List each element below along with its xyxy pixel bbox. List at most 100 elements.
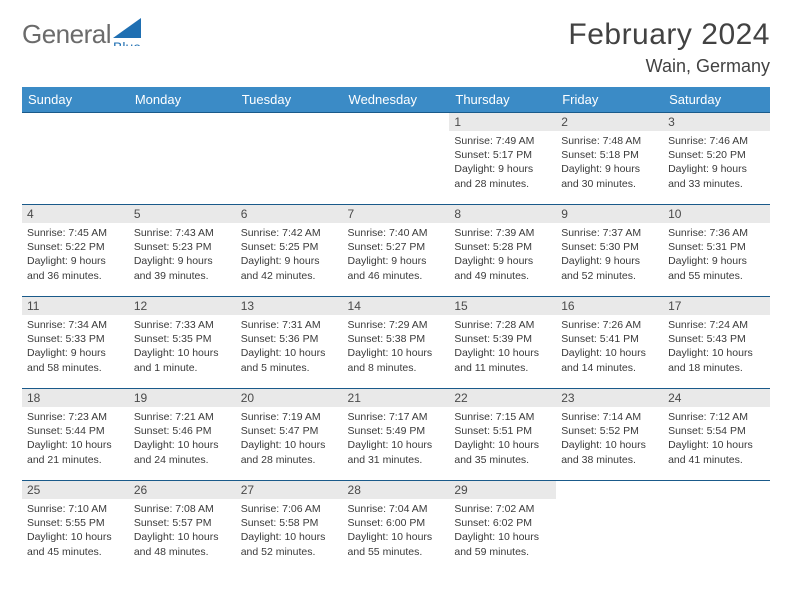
day-cell: 12Sunrise: 7:33 AMSunset: 5:35 PMDayligh…: [129, 297, 236, 389]
day-number: 1: [449, 113, 556, 131]
sunset-line: Sunset: 5:18 PM: [561, 148, 658, 162]
day-cell: 2 Sunrise: 7:48 AMSunset: 5:18 PMDaylight…: [556, 113, 663, 205]
day-number: 2: [556, 113, 663, 131]
day-cell: 16Sunrise: 7:26 AMSunset: 5:41 PMDayligh…: [556, 297, 663, 389]
day-cell: 1Sunrise: 7:49 AMSunset: 5:17 PMDaylight…: [449, 113, 556, 205]
dow-saturday: Saturday: [663, 87, 770, 113]
daylight-line: Daylight: 10 hours and 11 minutes.: [454, 346, 551, 374]
location-label: Wain, Germany: [568, 56, 770, 77]
day-details: Sunrise: 7:24 AMSunset: 5:43 PMDaylight:…: [663, 315, 770, 375]
sunrise-line: Sunrise: 7:23 AM: [27, 410, 124, 424]
day-number: 24: [663, 389, 770, 407]
daylight-line: Daylight: 10 hours and 41 minutes.: [668, 438, 765, 466]
day-cell: 9Sunrise: 7:37 AMSunset: 5:30 PMDaylight…: [556, 205, 663, 297]
day-cell: 25Sunrise: 7:10 AMSunset: 5:55 PMDayligh…: [22, 481, 129, 573]
day-number: 15: [449, 297, 556, 315]
sunrise-line: Sunrise: 7:49 AM: [454, 134, 551, 148]
sunrise-line: Sunrise: 7:48 AM: [561, 134, 658, 148]
sunrise-line: Sunrise: 7:24 AM: [668, 318, 765, 332]
sunrise-line: Sunrise: 7:17 AM: [348, 410, 445, 424]
sunrise-line: Sunrise: 7:10 AM: [27, 502, 124, 516]
day-cell: 6Sunrise: 7:42 AMSunset: 5:25 PMDaylight…: [236, 205, 343, 297]
sunrise-line: Sunrise: 7:43 AM: [134, 226, 231, 240]
day-cell: 15Sunrise: 7:28 AMSunset: 5:39 PMDayligh…: [449, 297, 556, 389]
daylight-line: Daylight: 9 hours and 55 minutes.: [668, 254, 765, 282]
day-number: 27: [236, 481, 343, 499]
sunset-line: Sunset: 5:46 PM: [134, 424, 231, 438]
day-details: Sunrise: 7:36 AMSunset: 5:31 PMDaylight:…: [663, 223, 770, 283]
day-cell: 7Sunrise: 7:40 AMSunset: 5:27 PMDaylight…: [343, 205, 450, 297]
day-details: Sunrise: 7:45 AMSunset: 5:22 PMDaylight:…: [22, 223, 129, 283]
sunset-line: Sunset: 6:02 PM: [454, 516, 551, 530]
day-details: Sunrise: 7:21 AMSunset: 5:46 PMDaylight:…: [129, 407, 236, 467]
day-details: Sunrise: 7:26 AMSunset: 5:41 PMDaylight:…: [556, 315, 663, 375]
sunrise-line: Sunrise: 7:37 AM: [561, 226, 658, 240]
sunrise-line: Sunrise: 7:46 AM: [668, 134, 765, 148]
sunset-line: Sunset: 5:23 PM: [134, 240, 231, 254]
day-number: 10: [663, 205, 770, 223]
day-details: Sunrise: 7:33 AMSunset: 5:35 PMDaylight:…: [129, 315, 236, 375]
dow-sunday: Sunday: [22, 87, 129, 113]
day-cell: 26Sunrise: 7:08 AMSunset: 5:57 PMDayligh…: [129, 481, 236, 573]
daylight-line: Daylight: 9 hours and 39 minutes.: [134, 254, 231, 282]
sunset-line: Sunset: 5:55 PM: [27, 516, 124, 530]
day-cell: 20Sunrise: 7:19 AMSunset: 5:47 PMDayligh…: [236, 389, 343, 481]
sunset-line: Sunset: 5:20 PM: [668, 148, 765, 162]
month-title: February 2024: [568, 18, 770, 52]
sunrise-line: Sunrise: 7:36 AM: [668, 226, 765, 240]
day-cell: 28Sunrise: 7:04 AMSunset: 6:00 PMDayligh…: [343, 481, 450, 573]
sunset-line: Sunset: 6:00 PM: [348, 516, 445, 530]
day-details: Sunrise: 7:15 AMSunset: 5:51 PMDaylight:…: [449, 407, 556, 467]
sunset-line: Sunset: 5:41 PM: [561, 332, 658, 346]
dow-thursday: Thursday: [449, 87, 556, 113]
sunset-line: Sunset: 5:54 PM: [668, 424, 765, 438]
day-cell: 21Sunrise: 7:17 AMSunset: 5:49 PMDayligh…: [343, 389, 450, 481]
daylight-line: Daylight: 10 hours and 48 minutes.: [134, 530, 231, 558]
dow-friday: Friday: [556, 87, 663, 113]
sunrise-line: Sunrise: 7:21 AM: [134, 410, 231, 424]
sunset-line: Sunset: 5:27 PM: [348, 240, 445, 254]
day-number: 26: [129, 481, 236, 499]
day-cell: [343, 113, 450, 205]
dow-header-row: Sunday Monday Tuesday Wednesday Thursday…: [22, 87, 770, 113]
daylight-line: Daylight: 9 hours and 33 minutes.: [668, 162, 765, 190]
sunrise-line: Sunrise: 7:29 AM: [348, 318, 445, 332]
day-number: 12: [129, 297, 236, 315]
sunrise-line: Sunrise: 7:31 AM: [241, 318, 338, 332]
daylight-line: Daylight: 10 hours and 14 minutes.: [561, 346, 658, 374]
dow-wednesday: Wednesday: [343, 87, 450, 113]
week-row: 25 Sunrise: 7:10 AMSunset: 5:55 PM Dayligh…: [22, 481, 770, 573]
sunrise-line: Sunrise: 7:19 AM: [241, 410, 338, 424]
day-number: 11: [22, 297, 129, 315]
daylight-line: Daylight: 10 hours and 52 minutes.: [241, 530, 338, 558]
day-number: 8: [449, 205, 556, 223]
dow-monday: Monday: [129, 87, 236, 113]
daylight-line: Daylight: 10 hours and 38 minutes.: [561, 438, 658, 466]
sunset-line: Sunset: 5:30 PM: [561, 240, 658, 254]
day-number: 9: [556, 205, 663, 223]
day-cell: [663, 481, 770, 573]
day-cell: [22, 113, 129, 205]
daylight-line: Daylight: 10 hours and 21 minutes.: [27, 438, 124, 466]
logo-text-general: General: [22, 19, 111, 50]
sunset-line: Sunset: 5:47 PM: [241, 424, 338, 438]
sunrise-line: Sunrise: 7:39 AM: [454, 226, 551, 240]
day-number: 25: [22, 481, 129, 499]
day-details: Sunrise: 7:17 AMSunset: 5:49 PMDaylight:…: [343, 407, 450, 467]
day-cell: 23Sunrise: 7:14 AMSunset: 5:52 PMDayligh…: [556, 389, 663, 481]
daylight-line: Daylight: 9 hours and 30 minutes.: [561, 162, 658, 190]
day-cell: 5Sunrise: 7:43 AMSunset: 5:23 PMDaylight…: [129, 205, 236, 297]
sunset-line: Sunset: 5:57 PM: [134, 516, 231, 530]
day-number: 13: [236, 297, 343, 315]
day-cell: 18Sunrise: 7:23 AMSunset: 5:44 PMDayligh…: [22, 389, 129, 481]
dow-tuesday: Tuesday: [236, 87, 343, 113]
sunrise-line: Sunrise: 7:40 AM: [348, 226, 445, 240]
day-cell: 14Sunrise: 7:29 AMSunset: 5:38 PMDayligh…: [343, 297, 450, 389]
daylight-line: Daylight: 9 hours and 28 minutes.: [454, 162, 551, 190]
calendar-table: Sunday Monday Tuesday Wednesday Thursday…: [22, 87, 770, 573]
svg-text:Blue: Blue: [113, 39, 141, 46]
day-number: 19: [129, 389, 236, 407]
sunset-line: Sunset: 5:33 PM: [27, 332, 124, 346]
day-number: 14: [343, 297, 450, 315]
day-number: 29: [449, 481, 556, 499]
